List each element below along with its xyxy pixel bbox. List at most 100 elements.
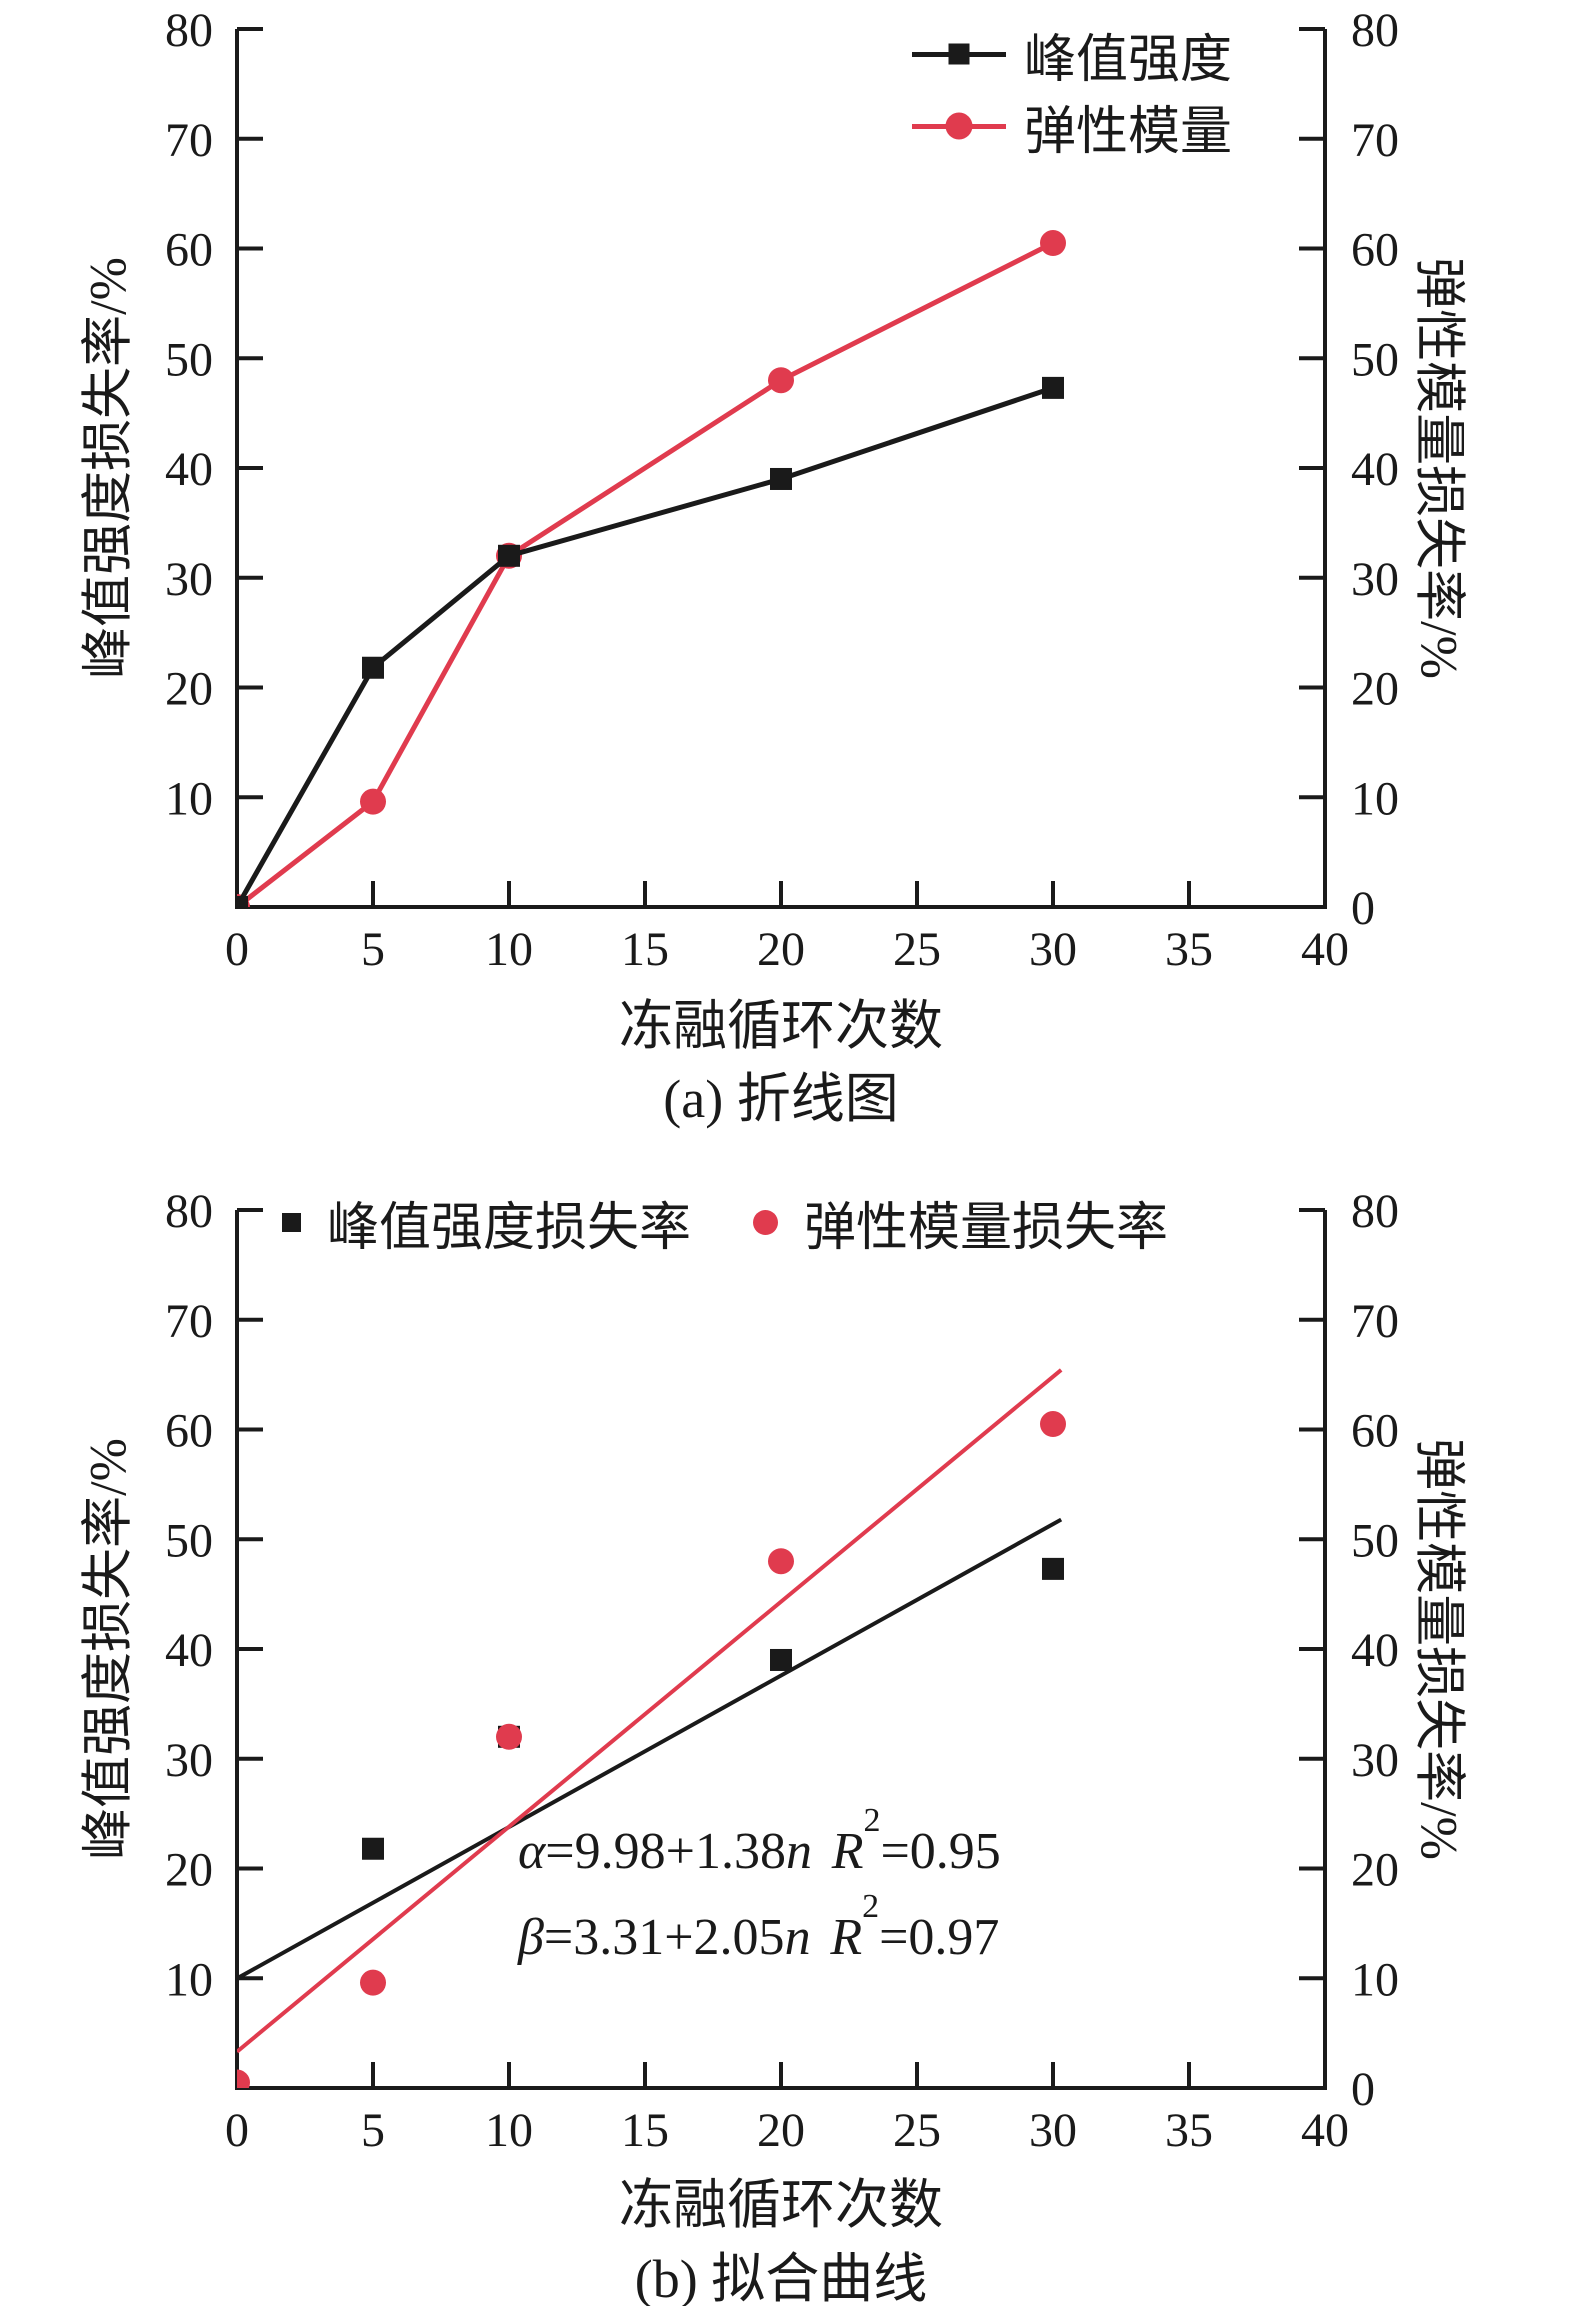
y-tick-label-left: 10 — [165, 772, 213, 825]
x-tick-label: 0 — [225, 2104, 249, 2157]
legend-item-elastic-modulus-loss: 弹性模量损失率 — [753, 1186, 1168, 1258]
y-tick-label-right: 80 — [1351, 4, 1399, 57]
x-tick-label: 40 — [1301, 2104, 1349, 2157]
circle-data-marker — [360, 1969, 386, 1996]
y-tick-label-left: 70 — [165, 1295, 213, 1348]
circle-data-marker — [768, 1548, 794, 1575]
y-tick-label-left: 80 — [165, 1185, 213, 1238]
y-tick-label-right: 0 — [1351, 882, 1375, 935]
x-tick-label: 40 — [1301, 923, 1349, 976]
chart-b-caption: (b) 拟合曲线 — [634, 2249, 928, 2306]
circle-marker-icon — [753, 1209, 779, 1235]
y-tick-label-right: 10 — [1351, 1953, 1399, 2006]
r-squared-value: =0.97 — [879, 1909, 1000, 1966]
x-tick-label: 20 — [757, 2104, 805, 2157]
x-tick-label: 10 — [485, 2104, 533, 2157]
equation-coefficients: =3.31+2.05 — [543, 1909, 785, 1966]
chart-a-caption: (a) 折线图 — [663, 1069, 899, 1129]
square-data-marker — [770, 467, 792, 490]
legend-item-peak-strength-loss: 峰值强度损失率 — [282, 1186, 691, 1258]
x-tick-label: 25 — [893, 923, 941, 976]
alpha-symbol: α — [518, 1823, 546, 1880]
chart-b-right-axis-title: 弹性模量损失率/% — [1409, 1438, 1467, 1860]
y-tick-label-left: 10 — [165, 1953, 213, 2006]
x-tick-label: 15 — [621, 923, 669, 976]
circle-data-marker — [768, 367, 794, 394]
y-tick-label-right: 40 — [1351, 443, 1399, 496]
y-tick-label-right: 20 — [1351, 663, 1399, 716]
red-line-with-circle-marker-icon — [912, 112, 1006, 140]
y-tick-label-left: 30 — [165, 553, 213, 606]
x-tick-label: 20 — [757, 923, 805, 976]
y-tick-label-right: 70 — [1351, 114, 1399, 167]
y-tick-label-right: 10 — [1351, 772, 1399, 825]
n-variable: n — [784, 1909, 811, 1966]
y-tick-label-left: 70 — [165, 114, 213, 167]
square-data-marker — [237, 896, 248, 907]
circle-data-marker — [1040, 230, 1066, 257]
chart-b-left-axis-title: 峰值强度损失率/% — [80, 1438, 138, 1860]
chart-a-right-axis-title: 弹性模量损失率/% — [1409, 257, 1467, 679]
x-tick-label: 30 — [1029, 923, 1077, 976]
plot-data-group — [237, 1368, 1066, 2088]
black-line-with-square-marker-icon — [912, 43, 1006, 65]
x-tick-label: 35 — [1165, 2104, 1213, 2157]
fit-line — [237, 1368, 1063, 2054]
r-squared-value: =0.95 — [880, 1823, 1001, 1880]
y-tick-label-left: 60 — [165, 1405, 213, 1458]
y-tick-label-left: 40 — [165, 443, 213, 496]
y-tick-label-right: 50 — [1351, 333, 1399, 386]
square-data-marker — [362, 1837, 384, 1860]
x-tick-label: 35 — [1165, 923, 1213, 976]
y-tick-label-right: 50 — [1351, 1514, 1399, 1567]
y-tick-label-right: 70 — [1351, 1295, 1399, 1348]
circle-data-marker — [237, 2069, 250, 2088]
circle-marker-icon — [945, 112, 973, 140]
fit-line — [237, 1517, 1063, 1981]
circle-data-marker — [496, 1723, 522, 1750]
legend-label: 弹性模量损失率 — [804, 1199, 1169, 1257]
x-tick-label: 5 — [361, 923, 385, 976]
r-symbol: R — [831, 1823, 864, 1880]
y-tick-label-right: 30 — [1351, 553, 1399, 606]
y-tick-label-right: 40 — [1351, 1624, 1399, 1677]
x-tick-label: 15 — [621, 2104, 669, 2157]
y-tick-label-left: 40 — [165, 1624, 213, 1677]
square-data-marker — [1042, 1557, 1064, 1580]
square-marker-icon — [282, 1212, 301, 1232]
circle-data-marker — [360, 788, 386, 815]
x-tick-label: 5 — [361, 2104, 385, 2157]
y-tick-label-left: 20 — [165, 1844, 213, 1897]
chart-a-x-axis-title: 冻融循环次数 — [619, 996, 943, 1056]
y-tick-label-right: 60 — [1351, 224, 1399, 277]
x-tick-label: 10 — [485, 923, 533, 976]
plot-data-group — [237, 230, 1066, 907]
fit-equation-alpha: α=9.98+1.38n R2=0.95 — [518, 1803, 1001, 1881]
y-tick-label-left: 30 — [165, 1734, 213, 1787]
legend-label: 峰值强度损失率 — [327, 1199, 692, 1257]
square-data-marker — [362, 656, 384, 679]
r-symbol: R — [830, 1909, 863, 1966]
chart-a-left-axis-title: 峰值强度损失率/% — [80, 257, 138, 679]
y-tick-label-right: 80 — [1351, 1185, 1399, 1238]
superscript-2: 2 — [863, 1801, 881, 1839]
y-tick-label-right: 30 — [1351, 1734, 1399, 1787]
n-variable: n — [785, 1823, 812, 1880]
x-tick-label: 25 — [893, 2104, 941, 2157]
legend-item-peak-strength: 峰值强度 — [912, 18, 1232, 90]
series-line — [237, 240, 1055, 907]
chart-a-legend: 峰值强度 弹性模量 — [912, 18, 1232, 162]
y-tick-label-right: 60 — [1351, 1405, 1399, 1458]
circle-data-marker — [1040, 1411, 1066, 1438]
beta-symbol: β — [518, 1909, 544, 1966]
square-data-marker — [1042, 376, 1064, 399]
y-tick-label-right: 0 — [1351, 2063, 1375, 2116]
square-data-marker — [770, 1648, 792, 1671]
square-marker-icon — [948, 43, 970, 65]
fit-equation-beta: β=3.31+2.05n R2=0.97 — [518, 1889, 1000, 1967]
x-tick-label: 30 — [1029, 2104, 1077, 2157]
square-data-marker — [498, 544, 520, 567]
y-tick-label-left: 50 — [165, 1514, 213, 1567]
